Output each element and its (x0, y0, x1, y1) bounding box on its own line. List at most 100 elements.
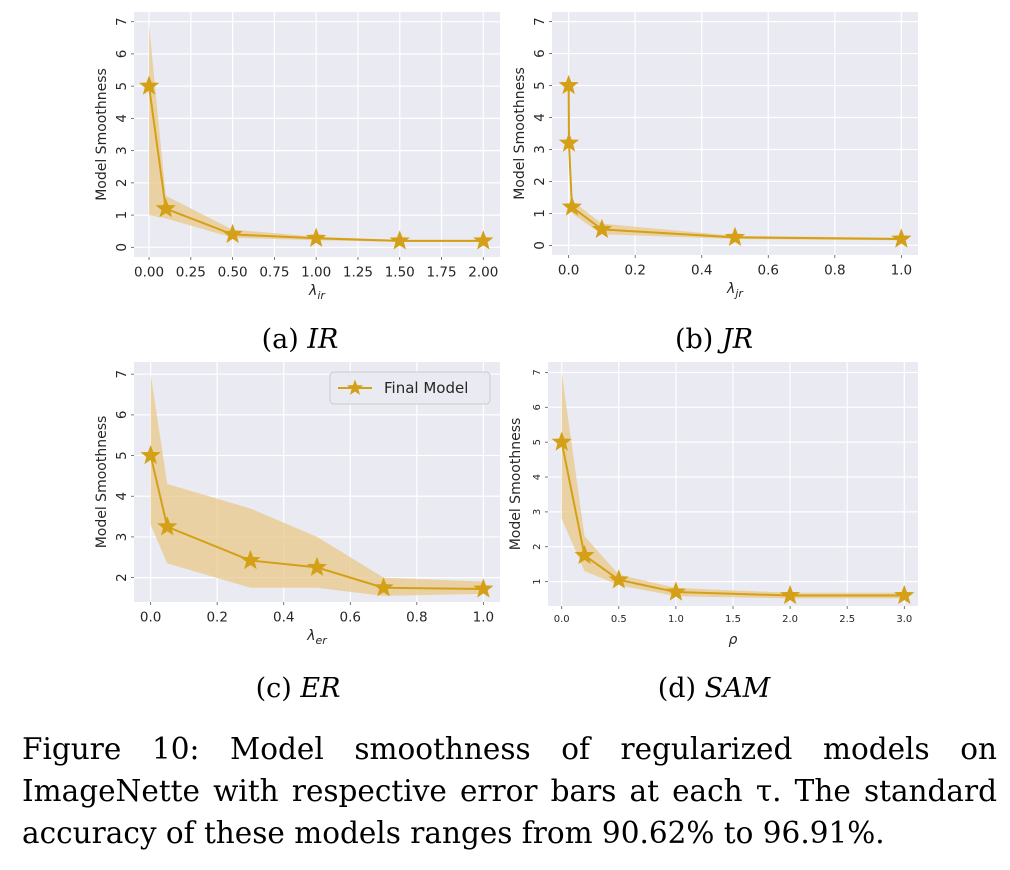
error-band (150, 374, 484, 596)
x-tick-label: 0.6 (758, 263, 779, 279)
legend-label: Final Model (384, 379, 468, 397)
data-point-star (306, 227, 327, 247)
data-point-star (140, 444, 161, 465)
y-tick-label: 5 (114, 82, 130, 91)
x-tick-label: 1.5 (725, 614, 741, 625)
y-tick-label: 6 (114, 50, 130, 59)
x-tick-label: 3.0 (896, 614, 912, 625)
data-point-star (591, 218, 613, 239)
data-point-star (240, 549, 261, 570)
x-axis-label: ρ (729, 632, 738, 648)
x-tick-label: 0.50 (218, 265, 248, 281)
y-tick-label: 4 (532, 113, 548, 122)
data-point-star (222, 223, 243, 244)
y-tick-label: 0 (114, 243, 130, 252)
y-tick-label: 2 (532, 544, 543, 550)
data-point-star (608, 569, 629, 589)
subcaption-method: SAM (705, 673, 772, 704)
y-tick-label: 2 (114, 573, 130, 582)
data-point-star (665, 581, 687, 601)
y-tick-label: 0 (532, 241, 548, 250)
y-tick-label: 3 (114, 533, 130, 542)
y-tick-label: 6 (114, 411, 130, 420)
data-point-star (558, 132, 580, 152)
error-band (561, 372, 905, 599)
y-tick-label: 5 (532, 81, 548, 90)
x-axis-label: λjr (726, 281, 744, 300)
x-tick-label: 0.0 (558, 263, 579, 279)
x-tick-label: 1.0 (891, 263, 912, 279)
chart-panel-a: 0.00 0.25 0.50 0.75 1.00 1.25 1.50 1.75 2.00 0 1 2 3… (94, 12, 500, 355)
subcaption: (a) IR (262, 324, 339, 355)
y-tick-label: 1 (532, 578, 543, 584)
y-tick-label: 7 (532, 17, 548, 26)
x-tick-label: 2.5 (839, 614, 855, 625)
subcaption: (b) JR (675, 324, 753, 355)
x-tick-label: 0.25 (176, 265, 206, 281)
y-tick-label: 3 (532, 509, 543, 515)
subcaption-method: ER (299, 673, 340, 704)
y-tick-label: 6 (532, 404, 543, 410)
data-point-star (155, 197, 176, 218)
y-tick-label: 2 (114, 179, 130, 188)
y-tick-label: 7 (114, 370, 130, 379)
data-point-star (561, 196, 583, 216)
data-point-star (894, 584, 915, 605)
y-tick-label: 1 (114, 211, 130, 220)
x-axis-symbol: λ (306, 628, 315, 644)
data-point-star (779, 584, 801, 605)
y-tick-label: 5 (114, 451, 130, 460)
x-tick-label: 1.75 (426, 265, 456, 281)
data-point-star (306, 556, 328, 577)
y-tick-label: 1 (532, 209, 548, 218)
x-tick-label: 1.0 (668, 614, 684, 625)
x-tick-label: 0.0 (140, 610, 161, 626)
legend-star-icon (346, 379, 364, 395)
y-tick-label: 7 (114, 17, 130, 26)
data-point-star (574, 544, 595, 565)
x-axis-subscript: er (316, 634, 329, 647)
subcaption-prefix: (b) (675, 324, 722, 355)
error-band (149, 24, 484, 242)
y-tick-label: 4 (114, 492, 130, 501)
y-tick-label: 4 (532, 474, 543, 480)
plot-area (552, 12, 918, 255)
x-axis-label: λir (308, 283, 326, 302)
subcaption-prefix: (d) (658, 673, 705, 704)
chart-panel-d: 0.0 0.5 1.0 1.5 2.0 2.5 3.0 1 2 3 4 5 6 7 Model Smooth… (508, 362, 918, 704)
subcaption-prefix: (a) (262, 324, 308, 355)
y-tick-label: 7 (532, 369, 543, 375)
data-point-star (157, 516, 178, 536)
chart-panel-c: 0.0 0.2 0.4 0.6 0.8 1.0 2 3 4 5 6 7 Model Smoothness… (94, 362, 500, 704)
y-tick-label: 5 (532, 439, 543, 445)
subcaption: (c) ER (256, 673, 341, 704)
data-point-star (724, 226, 746, 247)
subcaption-method: JR (717, 324, 753, 355)
x-tick-label: 0.8 (824, 263, 845, 279)
y-tick-label: 6 (532, 49, 548, 58)
x-tick-label: 0.6 (340, 610, 361, 626)
x-tick-label: 0.00 (134, 265, 164, 281)
y-axis-label: Model Smoothness (94, 68, 110, 201)
x-tick-label: 1.0 (473, 610, 494, 626)
x-tick-label: 0.8 (406, 610, 427, 626)
x-tick-label: 0.4 (691, 263, 712, 279)
x-tick-label: 0.5 (611, 614, 627, 625)
x-tick-label: 0.2 (206, 610, 227, 626)
figure-canvas: 0.00 0.25 0.50 0.75 1.00 1.25 1.50 1.75 2.000123… (94, 12, 918, 704)
x-axis-symbol: λ (308, 283, 317, 299)
x-tick-label: 1.25 (343, 265, 373, 281)
y-axis-label: Model Smoothness (94, 416, 110, 549)
subcaption-prefix: (c) (256, 673, 301, 704)
data-point-star (558, 74, 579, 95)
x-tick-label: 0.0 (554, 614, 570, 625)
x-tick-label: 1.50 (385, 265, 415, 281)
data-point-star (373, 577, 394, 597)
x-tick-label: 2.0 (782, 614, 798, 625)
data-point-star (473, 578, 494, 598)
y-tick-label: 4 (114, 114, 130, 123)
chart-panel-b: 0.0 0.2 0.4 0.6 0.8 1.0 0 1 2 3 4 5 6 7 Model Smoothne… (512, 12, 918, 355)
x-tick-label: 0.75 (259, 265, 289, 281)
data-point-star (473, 230, 494, 250)
legend: Final Model (329, 371, 491, 405)
